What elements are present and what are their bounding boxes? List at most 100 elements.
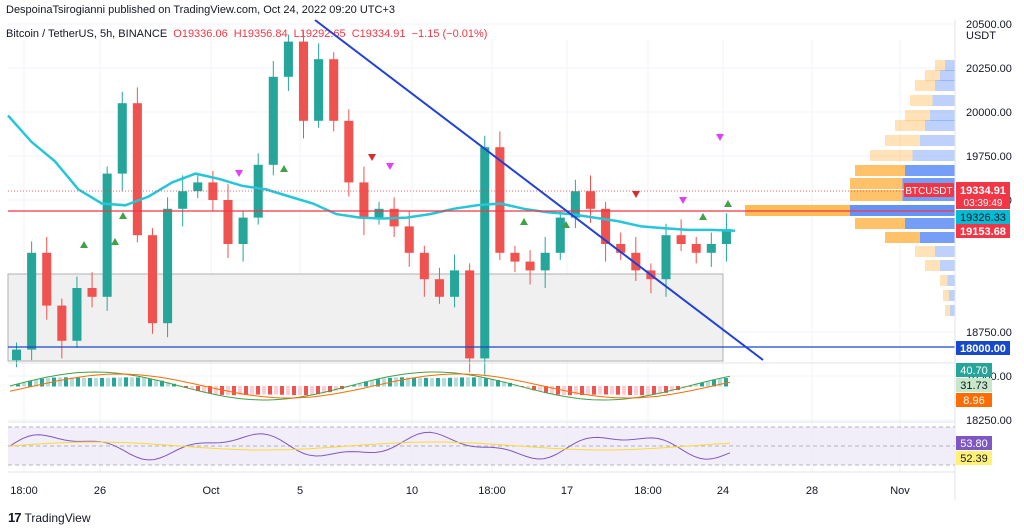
time-tick-label: 28 (806, 485, 818, 497)
svg-text:8.96: 8.96 (963, 395, 984, 407)
buy-signal-icon (111, 238, 119, 245)
macd-histogram-bar (448, 377, 452, 387)
candle-body (193, 182, 203, 192)
time-tick-label: 17 (561, 485, 573, 497)
volume-profile-bar (850, 178, 903, 189)
price-tick-label: 18250.00 (966, 415, 1012, 427)
macd-histogram-bar (94, 377, 98, 387)
candle-body (661, 235, 671, 280)
candle-body (102, 173, 112, 297)
macd-histogram-bar (622, 386, 626, 395)
svg-text:52.39: 52.39 (960, 453, 988, 465)
candle-body (147, 235, 157, 324)
candle-body (434, 279, 444, 297)
chart-legend: Bitcoin / TetherUS, 5h, BINANCE O19336.0… (6, 28, 490, 40)
macd-histogram-bar (586, 386, 590, 395)
macd-histogram-bar (412, 377, 416, 387)
volume-profile-bar (855, 165, 905, 176)
change-value: −1.15 (−0.01%) (411, 28, 488, 40)
candle-body (298, 41, 309, 121)
macd-histogram-bar (250, 386, 254, 395)
volume-profile-bar (912, 150, 955, 161)
macd-histogram-bar (310, 386, 314, 395)
high-value: H19356.84 (233, 28, 288, 40)
macd-histogram-bar (610, 386, 614, 395)
candle-body (268, 76, 278, 165)
macd-histogram-bar (550, 386, 554, 394)
volume-profile-bar (915, 80, 935, 91)
volume-profile-bar (945, 60, 955, 71)
macd-histogram-bar (664, 386, 668, 393)
macd-histogram-bar (40, 378, 44, 387)
svg-text:18000.00: 18000.00 (960, 343, 1006, 355)
macd-histogram-bar (532, 386, 536, 391)
macd-histogram-bar (10, 386, 14, 387)
macd-histogram-bar (376, 379, 380, 387)
level-1-badge: 19326.33 (956, 210, 1010, 224)
macd-histogram-bar (88, 377, 92, 387)
macd-histogram-bar (136, 377, 140, 387)
symbol-label[interactable]: Bitcoin / TetherUS, 5h, BINANCE (6, 28, 168, 40)
price-tick-label: 18750.00 (966, 327, 1012, 339)
svg-text:19326.33: 19326.33 (960, 212, 1006, 224)
macd-histogram-bar (472, 377, 476, 387)
macd-histogram-bar (34, 379, 38, 387)
buy-signal-icon (80, 241, 88, 248)
macd-histogram-bar (172, 383, 176, 387)
macd-histogram-bar (64, 377, 68, 387)
rsi-badge-1: 53.80 (956, 436, 992, 450)
candle-body (57, 305, 67, 341)
volume-profile-bar (932, 95, 955, 106)
time-tick-label: 26 (94, 485, 106, 497)
macd-histogram-bar (112, 377, 116, 387)
rsi-line (9, 431, 731, 461)
candle-body (601, 208, 611, 244)
buy-signal-icon (724, 200, 732, 207)
trend-line[interactable] (314, 19, 764, 361)
volume-profile-bar (915, 246, 935, 257)
macd-histogram-bar (76, 377, 80, 387)
candle-body (163, 208, 173, 324)
brand-name[interactable]: TradingView (24, 510, 91, 525)
svg-text:19334.91: 19334.91 (960, 185, 1006, 197)
rsi-ma-line (9, 441, 731, 451)
candle-body (344, 120, 354, 183)
volume-profile-bar (895, 120, 925, 131)
macd-histogram-bar (262, 386, 266, 395)
volume-profile-bar (905, 165, 955, 176)
footer: 17 TradingView (8, 510, 91, 525)
sell-signal-icon (679, 197, 687, 204)
macd-histogram-bar (652, 386, 656, 395)
volume-profile-bar (930, 110, 955, 121)
time-axis[interactable]: 18:00 26 Oct 5 10 18:00 17 18:00 24 28 Nov (10, 485, 910, 497)
macd-histogram-bar (508, 382, 512, 387)
volume-profile-bar (950, 305, 955, 316)
rsi-badge-2: 52.39 (956, 451, 992, 465)
macd-histogram-bar (628, 386, 632, 396)
candle-body (238, 217, 248, 244)
macd-histogram-bar (208, 386, 212, 394)
signal-markers (80, 134, 732, 248)
macd-histogram-bar (430, 377, 434, 387)
macd-histogram-bar (424, 377, 428, 387)
macd-histogram-bar (634, 386, 638, 396)
macd-histogram-bar (166, 382, 170, 387)
macd-histogram-bar (598, 386, 602, 395)
candle-body (132, 103, 142, 236)
buy-signal-icon (119, 212, 127, 219)
volume-profile-bar (947, 275, 955, 286)
macd-histogram-bar (334, 386, 338, 391)
macd-histogram-bar (442, 377, 446, 387)
volume-profile-bar (855, 218, 905, 229)
macd-histogram-bar (226, 386, 230, 396)
macd-histogram-bar (382, 378, 386, 387)
time-tick-label: 5 (297, 485, 303, 497)
macd-histogram-bar (298, 386, 302, 396)
price-axis[interactable]: 20500.0020250.0020000.0019750.0019500.00… (966, 19, 1012, 427)
time-tick-label: Nov (890, 485, 910, 497)
tradingview-logo[interactable]: 17 (8, 510, 22, 525)
macd-histogram-bar (466, 377, 470, 387)
volume-profile-bar (945, 305, 950, 316)
svg-text:40.70: 40.70 (960, 365, 988, 377)
